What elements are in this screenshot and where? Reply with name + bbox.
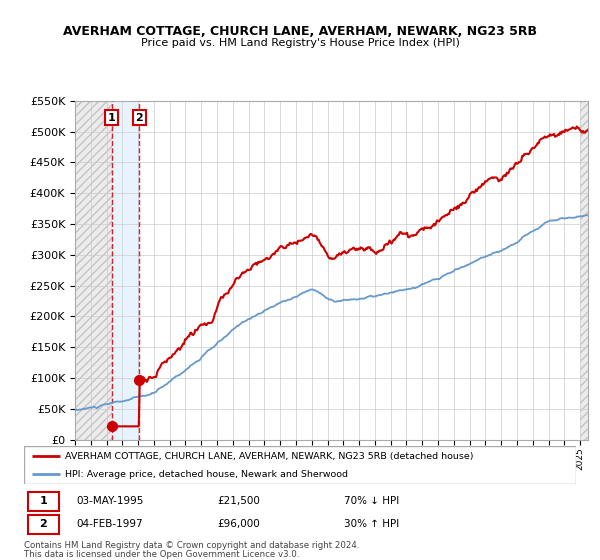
Text: 03-MAY-1995: 03-MAY-1995 (76, 496, 144, 506)
Bar (75, 101, 112, 440)
FancyBboxPatch shape (28, 515, 59, 534)
Text: Contains HM Land Registry data © Crown copyright and database right 2024.: Contains HM Land Registry data © Crown c… (24, 541, 359, 550)
Text: 30% ↑ HPI: 30% ↑ HPI (344, 519, 400, 529)
Text: 1: 1 (108, 113, 116, 123)
Bar (580, 101, 588, 440)
Text: £21,500: £21,500 (217, 496, 260, 506)
Text: 2: 2 (40, 519, 47, 529)
Text: 04-FEB-1997: 04-FEB-1997 (76, 519, 143, 529)
FancyBboxPatch shape (24, 446, 576, 484)
Text: 70% ↓ HPI: 70% ↓ HPI (344, 496, 400, 506)
Text: This data is licensed under the Open Government Licence v3.0.: This data is licensed under the Open Gov… (24, 550, 299, 559)
Text: 1: 1 (40, 496, 47, 506)
Text: £96,000: £96,000 (217, 519, 260, 529)
Text: AVERHAM COTTAGE, CHURCH LANE, AVERHAM, NEWARK, NG23 5RB: AVERHAM COTTAGE, CHURCH LANE, AVERHAM, N… (63, 25, 537, 38)
Bar (112, 101, 139, 440)
Text: Price paid vs. HM Land Registry's House Price Index (HPI): Price paid vs. HM Land Registry's House … (140, 38, 460, 48)
Text: HPI: Average price, detached house, Newark and Sherwood: HPI: Average price, detached house, Newa… (65, 470, 349, 479)
FancyBboxPatch shape (28, 492, 59, 511)
Text: 2: 2 (136, 113, 143, 123)
Text: AVERHAM COTTAGE, CHURCH LANE, AVERHAM, NEWARK, NG23 5RB (detached house): AVERHAM COTTAGE, CHURCH LANE, AVERHAM, N… (65, 452, 474, 461)
